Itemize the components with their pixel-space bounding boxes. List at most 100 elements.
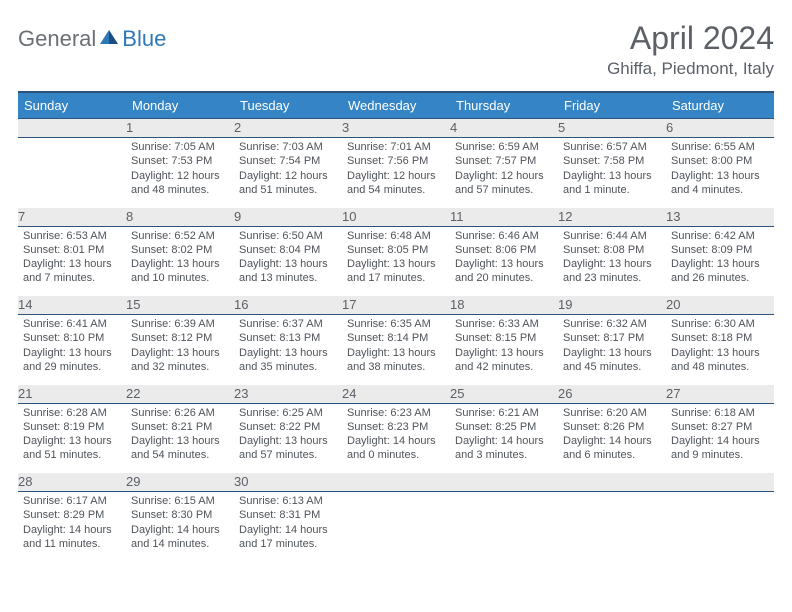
day-number-cell: 15 — [126, 296, 234, 315]
logo-text-general: General — [18, 26, 96, 52]
day-info-cell: Sunrise: 6:46 AMSunset: 8:06 PMDaylight:… — [450, 226, 558, 296]
day-info: Sunrise: 6:32 AMSunset: 8:17 PMDaylight:… — [558, 315, 666, 378]
day-number: 3 — [342, 120, 349, 135]
day-number: 10 — [342, 209, 356, 224]
day-info: Sunrise: 6:17 AMSunset: 8:29 PMDaylight:… — [18, 492, 126, 555]
day-number-cell: 8 — [126, 208, 234, 227]
day-number: 23 — [234, 386, 248, 401]
day-number: 22 — [126, 386, 140, 401]
day-info-cell: Sunrise: 6:52 AMSunset: 8:02 PMDaylight:… — [126, 226, 234, 296]
day-info: Sunrise: 6:39 AMSunset: 8:12 PMDaylight:… — [126, 315, 234, 378]
day-info-cell: Sunrise: 6:30 AMSunset: 8:18 PMDaylight:… — [666, 315, 774, 385]
day-info: Sunrise: 7:05 AMSunset: 7:53 PMDaylight:… — [126, 138, 234, 201]
day-info-row: Sunrise: 7:05 AMSunset: 7:53 PMDaylight:… — [18, 138, 774, 208]
day-info-cell: Sunrise: 6:23 AMSunset: 8:23 PMDaylight:… — [342, 403, 450, 473]
day-number: 15 — [126, 297, 140, 312]
day-info-cell — [342, 492, 450, 562]
day-number-cell: 17 — [342, 296, 450, 315]
day-number-cell: 7 — [18, 208, 126, 227]
day-number-cell: 6 — [666, 119, 774, 138]
day-info: Sunrise: 6:18 AMSunset: 8:27 PMDaylight:… — [666, 404, 774, 467]
day-number: 19 — [558, 297, 572, 312]
day-info-cell — [450, 492, 558, 562]
day-info-cell: Sunrise: 6:13 AMSunset: 8:31 PMDaylight:… — [234, 492, 342, 562]
day-number: 1 — [126, 120, 133, 135]
weekday-header-row: SundayMondayTuesdayWednesdayThursdayFrid… — [18, 92, 774, 119]
day-number-cell — [558, 473, 666, 492]
day-info-cell: Sunrise: 6:17 AMSunset: 8:29 PMDaylight:… — [18, 492, 126, 562]
day-number-cell: 2 — [234, 119, 342, 138]
day-number-cell: 30 — [234, 473, 342, 492]
day-number: 16 — [234, 297, 248, 312]
day-info: Sunrise: 6:13 AMSunset: 8:31 PMDaylight:… — [234, 492, 342, 555]
day-info-cell: Sunrise: 6:35 AMSunset: 8:14 PMDaylight:… — [342, 315, 450, 385]
day-number-cell: 11 — [450, 208, 558, 227]
day-number-cell — [342, 473, 450, 492]
day-number-row: 282930 — [18, 473, 774, 492]
day-info: Sunrise: 6:42 AMSunset: 8:09 PMDaylight:… — [666, 227, 774, 290]
day-number: 26 — [558, 386, 572, 401]
day-info-cell: Sunrise: 6:32 AMSunset: 8:17 PMDaylight:… — [558, 315, 666, 385]
day-info: Sunrise: 6:23 AMSunset: 8:23 PMDaylight:… — [342, 404, 450, 467]
day-number: 13 — [666, 209, 680, 224]
calendar-table: SundayMondayTuesdayWednesdayThursdayFrid… — [18, 91, 774, 562]
day-info: Sunrise: 7:01 AMSunset: 7:56 PMDaylight:… — [342, 138, 450, 201]
day-number: 2 — [234, 120, 241, 135]
day-number-cell: 10 — [342, 208, 450, 227]
day-number: 24 — [342, 386, 356, 401]
day-info: Sunrise: 6:41 AMSunset: 8:10 PMDaylight:… — [18, 315, 126, 378]
day-number-cell: 14 — [18, 296, 126, 315]
day-info: Sunrise: 6:44 AMSunset: 8:08 PMDaylight:… — [558, 227, 666, 290]
day-info-cell: Sunrise: 6:25 AMSunset: 8:22 PMDaylight:… — [234, 403, 342, 473]
day-number: 9 — [234, 209, 241, 224]
header: General Blue April 2024 Ghiffa, Piedmont… — [18, 20, 774, 79]
logo-text-blue: Blue — [122, 26, 166, 52]
day-info-cell: Sunrise: 6:18 AMSunset: 8:27 PMDaylight:… — [666, 403, 774, 473]
day-info-cell: Sunrise: 6:39 AMSunset: 8:12 PMDaylight:… — [126, 315, 234, 385]
day-info: Sunrise: 6:15 AMSunset: 8:30 PMDaylight:… — [126, 492, 234, 555]
day-number-row: 21222324252627 — [18, 385, 774, 404]
day-info: Sunrise: 6:30 AMSunset: 8:18 PMDaylight:… — [666, 315, 774, 378]
day-info: Sunrise: 6:46 AMSunset: 8:06 PMDaylight:… — [450, 227, 558, 290]
weekday-header: Tuesday — [234, 92, 342, 119]
day-info-cell: Sunrise: 6:50 AMSunset: 8:04 PMDaylight:… — [234, 226, 342, 296]
day-number-cell: 4 — [450, 119, 558, 138]
title-block: April 2024 Ghiffa, Piedmont, Italy — [607, 20, 774, 79]
day-number-row: 123456 — [18, 119, 774, 138]
day-number-cell — [666, 473, 774, 492]
day-info: Sunrise: 7:03 AMSunset: 7:54 PMDaylight:… — [234, 138, 342, 201]
day-number: 27 — [666, 386, 680, 401]
day-info: Sunrise: 6:53 AMSunset: 8:01 PMDaylight:… — [18, 227, 126, 290]
day-info: Sunrise: 6:37 AMSunset: 8:13 PMDaylight:… — [234, 315, 342, 378]
day-number: 7 — [18, 209, 25, 224]
day-info-cell: Sunrise: 6:20 AMSunset: 8:26 PMDaylight:… — [558, 403, 666, 473]
day-info: Sunrise: 6:21 AMSunset: 8:25 PMDaylight:… — [450, 404, 558, 467]
day-info: Sunrise: 6:48 AMSunset: 8:05 PMDaylight:… — [342, 227, 450, 290]
day-number-cell: 19 — [558, 296, 666, 315]
day-number-row: 14151617181920 — [18, 296, 774, 315]
day-number-cell: 9 — [234, 208, 342, 227]
weekday-header: Friday — [558, 92, 666, 119]
day-number: 4 — [450, 120, 457, 135]
day-number: 11 — [450, 209, 464, 224]
triangle-icon — [99, 29, 119, 50]
calendar-body: 123456Sunrise: 7:05 AMSunset: 7:53 PMDay… — [18, 119, 774, 562]
day-number-cell: 3 — [342, 119, 450, 138]
day-info: Sunrise: 6:25 AMSunset: 8:22 PMDaylight:… — [234, 404, 342, 467]
day-number: 30 — [234, 474, 248, 489]
day-info: Sunrise: 6:52 AMSunset: 8:02 PMDaylight:… — [126, 227, 234, 290]
weekday-header: Sunday — [18, 92, 126, 119]
day-info-cell: Sunrise: 6:53 AMSunset: 8:01 PMDaylight:… — [18, 226, 126, 296]
month-title: April 2024 — [607, 20, 774, 57]
day-info-row: Sunrise: 6:41 AMSunset: 8:10 PMDaylight:… — [18, 315, 774, 385]
day-number-cell: 22 — [126, 385, 234, 404]
weekday-header: Thursday — [450, 92, 558, 119]
day-number: 6 — [666, 120, 673, 135]
day-info-cell — [18, 138, 126, 208]
day-info-cell: Sunrise: 6:28 AMSunset: 8:19 PMDaylight:… — [18, 403, 126, 473]
day-info-cell: Sunrise: 6:15 AMSunset: 8:30 PMDaylight:… — [126, 492, 234, 562]
day-number-cell: 25 — [450, 385, 558, 404]
day-number-cell: 16 — [234, 296, 342, 315]
day-info-cell: Sunrise: 6:59 AMSunset: 7:57 PMDaylight:… — [450, 138, 558, 208]
day-number-cell: 29 — [126, 473, 234, 492]
